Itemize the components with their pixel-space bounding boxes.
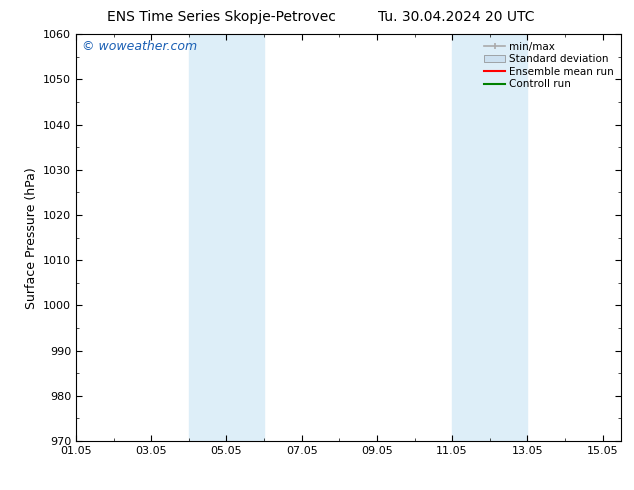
Legend: min/max, Standard deviation, Ensemble mean run, Controll run: min/max, Standard deviation, Ensemble me… <box>482 40 616 92</box>
Text: Tu. 30.04.2024 20 UTC: Tu. 30.04.2024 20 UTC <box>378 10 534 24</box>
Bar <box>452 34 527 441</box>
Text: ENS Time Series Skopje-Petrovec: ENS Time Series Skopje-Petrovec <box>107 10 337 24</box>
Bar <box>189 34 264 441</box>
Text: © woweather.com: © woweather.com <box>82 40 197 53</box>
Y-axis label: Surface Pressure (hPa): Surface Pressure (hPa) <box>25 167 37 309</box>
